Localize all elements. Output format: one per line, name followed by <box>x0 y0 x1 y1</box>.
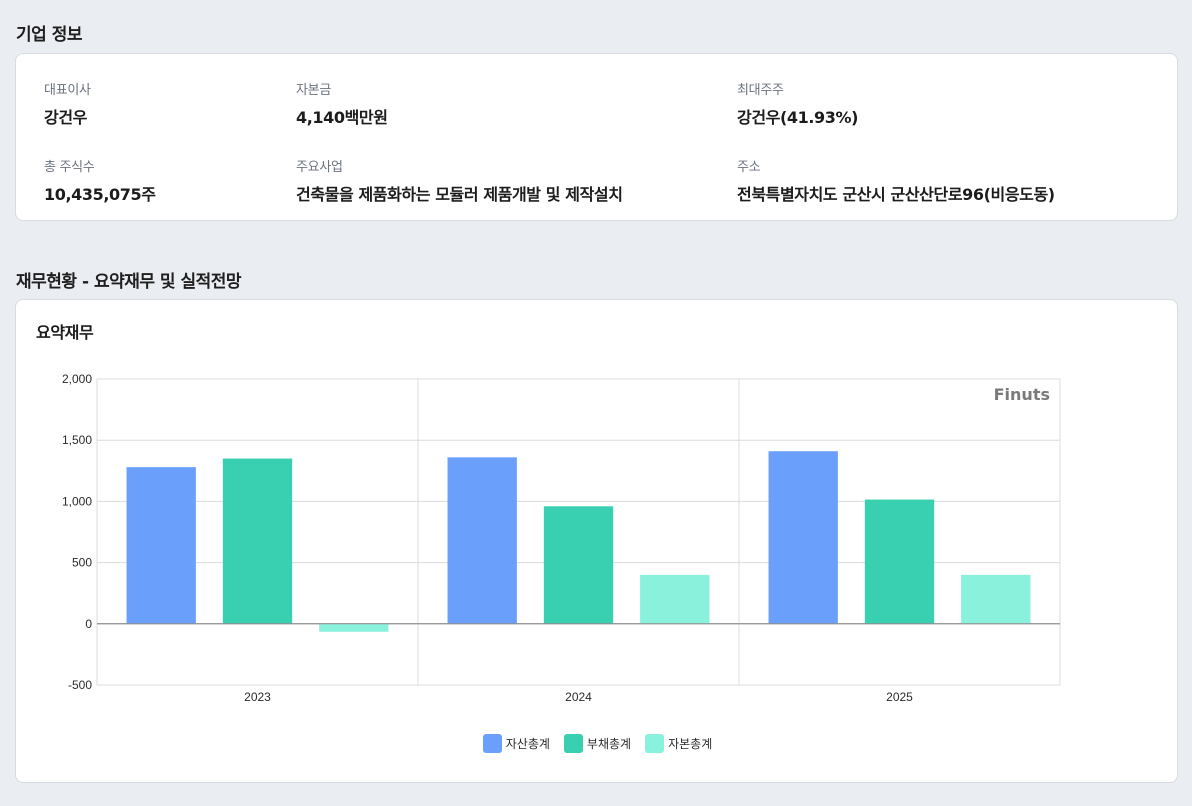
info-field-ceo: 대표이사 강건우 <box>44 79 91 128</box>
legend-swatch <box>645 734 665 753</box>
bar <box>864 499 935 624</box>
y-tick-label: 1,500 <box>62 433 92 447</box>
info-value: 강건우(41.93%) <box>737 108 859 127</box>
info-field-total-shares: 총 주식수 10,435,075주 <box>44 156 156 205</box>
info-label: 자본금 <box>296 83 331 98</box>
legend-label: 자본총계 <box>668 737 713 751</box>
legend-label: 부채총계 <box>586 737 632 751</box>
company-info-title: 기업 정보 <box>16 25 82 45</box>
legend-item[interactable]: 부채총계 <box>563 734 632 753</box>
y-tick-label: 2,000 <box>62 372 92 386</box>
info-label: 주요사업 <box>296 160 343 175</box>
info-label: 최대주주 <box>737 83 784 98</box>
bar <box>222 458 293 624</box>
info-value: 전북특별자치도 군산시 군산산단로96(비응도동) <box>737 185 1055 204</box>
info-field-main-business: 주요사업 건축물을 제품화하는 모듈러 제품개발 및 제작설치 <box>296 156 623 205</box>
legend-item[interactable]: 자산총계 <box>482 734 550 753</box>
bar <box>768 451 838 624</box>
legend-item[interactable]: 자본총계 <box>645 734 712 753</box>
info-value: 10,435,075주 <box>44 185 156 204</box>
x-tick-label: 2023 <box>244 690 271 704</box>
info-field-major-shareholder: 최대주주 강건우(41.93%) <box>737 79 858 128</box>
legend-swatch <box>482 734 502 753</box>
info-value: 강건우 <box>44 108 87 127</box>
bar <box>447 457 517 624</box>
y-tick-label: -500 <box>68 678 92 692</box>
chart-legend: 자산총계 부채총계 자본총계 <box>16 734 1179 753</box>
info-field-capital: 자본금 4,140백만원 <box>296 79 388 128</box>
legend-swatch <box>563 734 583 753</box>
financial-section-title: 재무현황 - 요약재무 및 실적전망 <box>16 272 242 292</box>
y-tick-label: 500 <box>72 556 92 570</box>
financial-card: 요약재무 2,000 1,500 1,000 500 0 -500 2023 2024 2025… <box>15 299 1178 783</box>
info-value: 4,140백만원 <box>296 108 388 127</box>
company-info-card: 대표이사 강건우 자본금 4,140백만원 최대주주 강건우(41.93%) 총… <box>15 53 1178 221</box>
watermark-text: Finuts <box>994 385 1050 404</box>
info-value: 건축물을 제품화하는 모듈러 제품개발 및 제작설치 <box>296 185 623 204</box>
bar <box>640 574 710 624</box>
info-label: 총 주식수 <box>44 160 95 175</box>
financial-bar-chart: 2,000 1,500 1,000 500 0 -500 2023 2024 2025 Finut… <box>62 372 1061 704</box>
y-tick-label: 1,000 <box>62 494 92 508</box>
info-label: 대표이사 <box>44 83 91 98</box>
info-label: 주소 <box>737 160 761 175</box>
bar <box>543 506 614 624</box>
x-tick-label: 2025 <box>886 690 913 704</box>
legend-label: 자산총계 <box>505 737 550 751</box>
info-field-address: 주소 전북특별자치도 군산시 군산산단로96(비응도동) <box>737 156 1055 205</box>
y-tick-label: 0 <box>85 617 92 631</box>
bar <box>319 623 389 632</box>
chart-subtitle: 요약재무 <box>36 323 94 342</box>
x-tick-label: 2024 <box>565 690 592 704</box>
bar <box>126 467 196 624</box>
bar <box>961 574 1031 624</box>
